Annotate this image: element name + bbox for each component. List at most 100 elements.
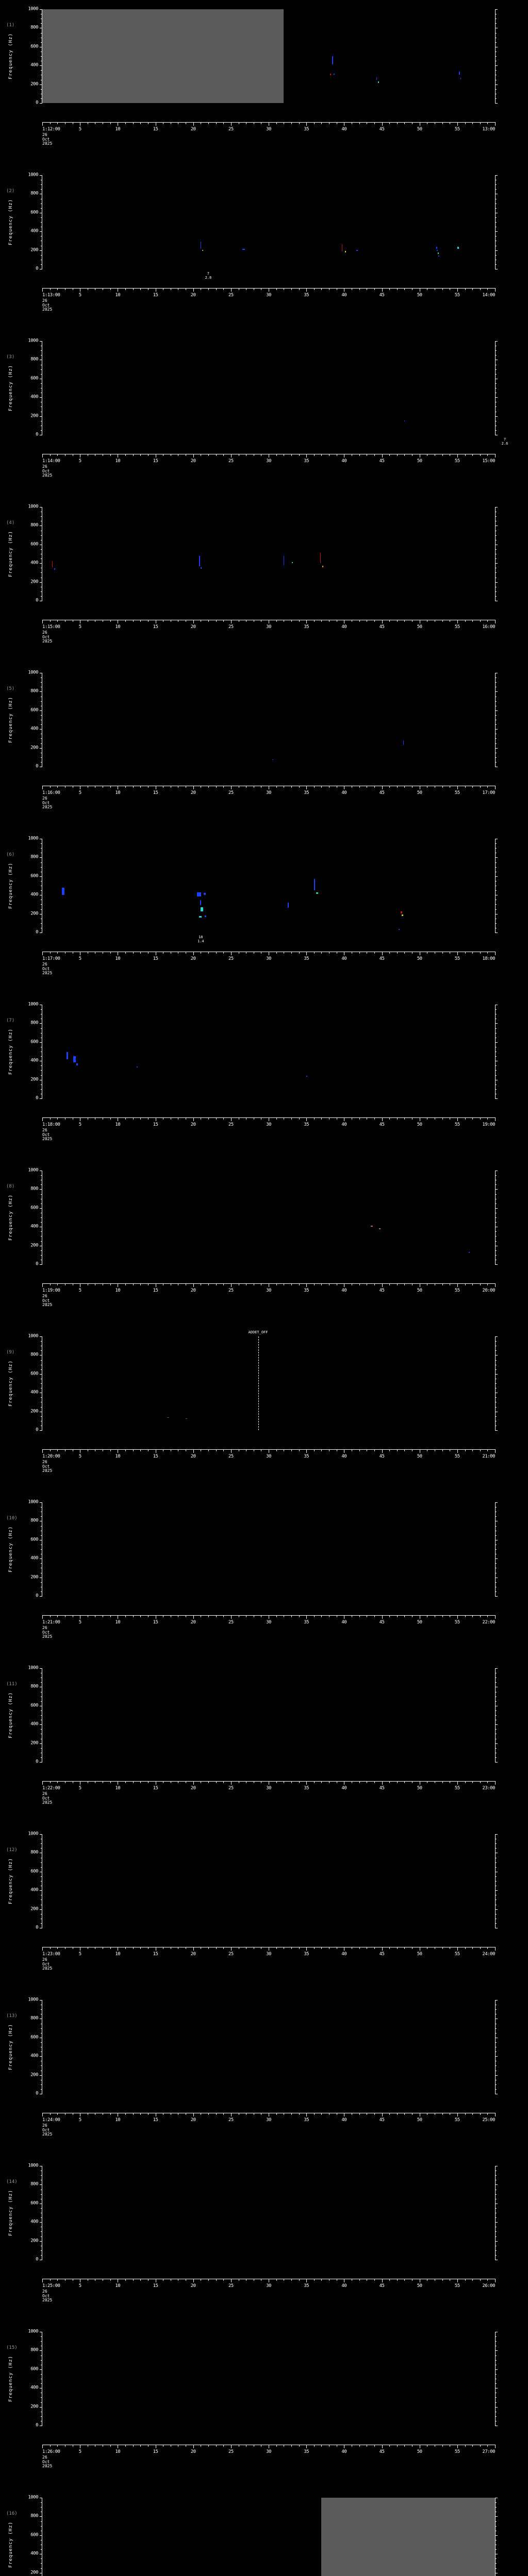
x-tick: [495, 1117, 496, 1121]
x-tick: [50, 620, 51, 622]
y-tick-label: 1000: [28, 1665, 38, 1671]
y-tick-right: [495, 1526, 497, 1527]
x-tick: [110, 1615, 111, 1617]
x-tick-label: 20: [190, 2283, 196, 2289]
x-tick: [230, 1947, 232, 1951]
x-tick: [480, 1117, 481, 1120]
plot-background: [42, 1336, 495, 1430]
x-tick: [472, 1947, 473, 1949]
y-tick: [41, 406, 42, 408]
y-tick: [41, 2568, 42, 2569]
x-tick-label: 20: [190, 1454, 196, 1459]
y-tick-label: 200: [30, 1740, 38, 1746]
detection-mark: [437, 252, 439, 254]
plot-background: [42, 1171, 495, 1264]
x-tick: [382, 1283, 383, 1287]
x-tick: [57, 1781, 58, 1783]
x-tick: [276, 122, 277, 124]
x-tick: [125, 1449, 126, 1451]
x-tick: [359, 952, 360, 954]
x-tick: [404, 2445, 405, 2447]
date-line: 2025: [42, 141, 53, 146]
detection-mark: [66, 1052, 68, 1059]
y-tick-right: [495, 2558, 497, 2560]
date-line: 26: [42, 1460, 47, 1464]
y-tick: [41, 1701, 42, 1702]
x-tick: [359, 454, 360, 456]
x-tick: [359, 288, 360, 290]
x-tick: [291, 2279, 292, 2281]
y-tick-right: [495, 2255, 497, 2256]
x-tick-label: 15: [153, 127, 158, 132]
date-line: Oct: [42, 1630, 50, 1635]
x-tick: [276, 454, 277, 456]
detection-mark: [204, 893, 206, 895]
y-tick-label: 600: [30, 2532, 38, 2538]
date-line: 26: [42, 796, 47, 801]
plot-background: [42, 507, 495, 601]
y-tick: [41, 1862, 42, 1863]
x-tick: [374, 454, 375, 456]
x-tick: [495, 1283, 496, 1287]
x-tick: [125, 786, 126, 788]
y-tick-right: [495, 250, 498, 251]
x-tick: [465, 2113, 466, 2115]
x-tick-label: 20: [190, 1288, 196, 1293]
x-tick-label: 50: [417, 624, 422, 630]
y-tick-right: [495, 2065, 497, 2066]
detection-mark: [306, 1076, 308, 1077]
x-tick: [57, 122, 58, 124]
x-tick: [193, 786, 194, 789]
x-tick: [276, 952, 277, 954]
x-tick-label: 20: [190, 293, 196, 298]
y-tick: [40, 2222, 42, 2223]
x-tick: [321, 952, 322, 954]
x-tick: [472, 1283, 473, 1285]
y-tick-right: [495, 1208, 498, 1209]
y-tick: [41, 1710, 42, 1711]
x-tick: [457, 1449, 458, 1453]
date-line: 2025: [42, 1800, 53, 1805]
x-tick: [133, 1449, 134, 1451]
y-tick-right: [495, 1558, 498, 1560]
y-tick-right: [495, 2250, 497, 2251]
x-tick: [299, 1449, 300, 1451]
spectrogram-panel: Frequency (Hz) (11) 0 200 400 600 800 1000 1:22:…: [0, 1659, 528, 1825]
x-tick: [442, 122, 443, 124]
y-tick: [41, 1383, 42, 1384]
y-tick: [40, 1208, 42, 1209]
x-tick: [57, 1117, 58, 1120]
x-tick: [465, 454, 466, 456]
y-tick: [40, 231, 42, 232]
y-tick-right: [495, 1028, 497, 1029]
x-tick: [404, 2279, 405, 2281]
y-axis-label-text: Frequency (Hz): [8, 697, 14, 743]
x-tick: [216, 122, 217, 124]
y-tick-right: [495, 710, 498, 711]
y-tick-right: [495, 682, 497, 683]
x-tick: [42, 2279, 43, 2282]
x-tick-label: 1:15:00: [42, 624, 60, 630]
annotation-line: 2.8: [205, 275, 212, 280]
x-tick: [110, 454, 111, 456]
x-tick: [291, 1117, 292, 1120]
x-tick: [299, 1283, 300, 1285]
y-tick: [41, 867, 42, 868]
y-tick: [41, 217, 42, 218]
y-tick: [41, 2028, 42, 2029]
plot-background: [42, 341, 495, 435]
x-tick: [140, 454, 141, 456]
x-tick-label: 24:00: [482, 1952, 495, 1957]
y-tick-right: [495, 1336, 498, 1337]
x-tick: [306, 1449, 307, 1453]
x-tick: [57, 2445, 58, 2447]
x-tick-label: 50: [417, 2117, 422, 2123]
x-tick: [495, 1615, 496, 1619]
y-tick-label: 200: [30, 1906, 38, 1912]
x-tick: [193, 1947, 194, 1951]
x-tick-label: 45: [379, 1786, 385, 1791]
x-tick: [495, 620, 496, 623]
y-tick-right: [495, 264, 497, 265]
